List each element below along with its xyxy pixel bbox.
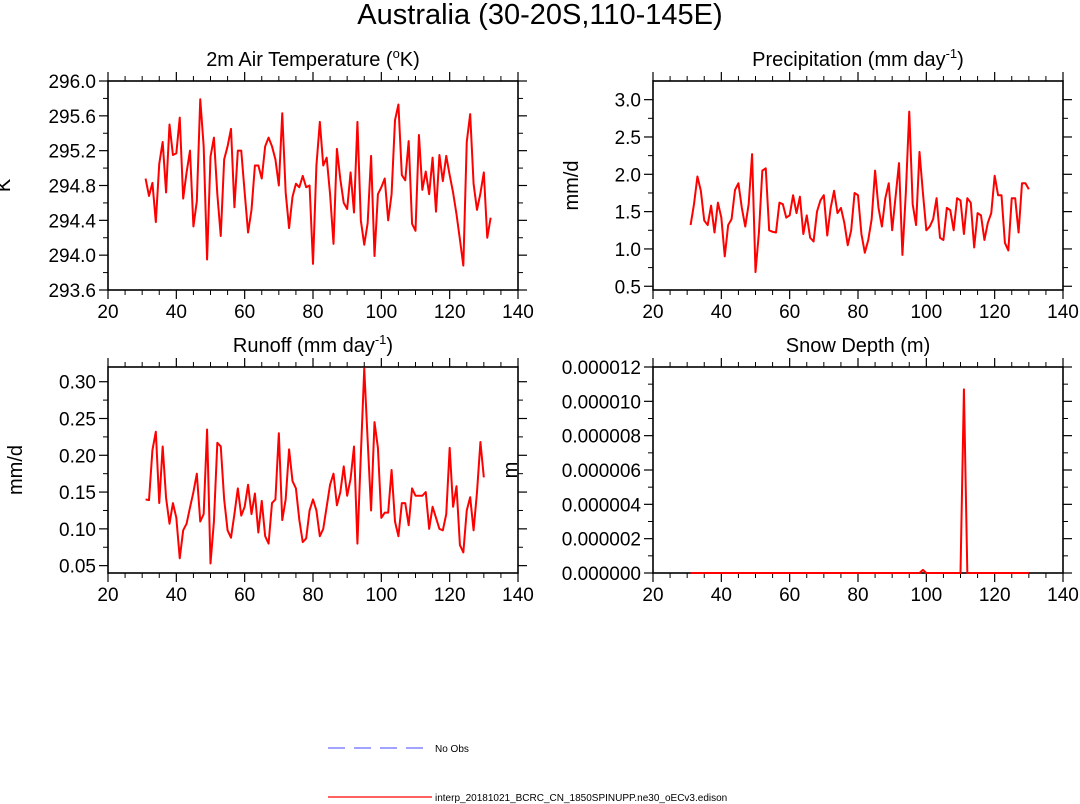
x-tick-label: 20 [642, 585, 663, 606]
y-tick-label: 0.000000 [562, 564, 641, 585]
y-tick-label: 1.0 [615, 240, 641, 261]
x-tick-label: 100 [910, 585, 942, 606]
x-tick-label: 20 [642, 302, 663, 323]
y-tick-label: 295.6 [48, 107, 96, 128]
y-tick-label: 0.000002 [562, 530, 641, 551]
plot-frame [652, 80, 1064, 291]
y-tick-label: 294.8 [48, 177, 96, 198]
y-tick-label: 294.4 [48, 211, 96, 232]
y-tick-label: 293.6 [48, 281, 96, 302]
x-tick-label: 120 [979, 302, 1011, 323]
chart-panel-pr: Precipitation (mm day-1) mm/d 20 40 60 80 100 1… [561, 46, 1079, 323]
figure-title: Australia (30-20S,110-145E) [357, 0, 722, 31]
y-tick-label: 0.5 [615, 277, 641, 298]
y-tick-label: 1.5 [615, 203, 641, 224]
x-tick-label: 40 [711, 302, 732, 323]
x-tick-label: 40 [711, 585, 732, 606]
panel-title: Runoff (mm day-1) [233, 332, 393, 357]
x-tick-label: 80 [302, 585, 323, 606]
x-tick-label: 140 [502, 585, 534, 606]
x-tick-label: 80 [847, 585, 868, 606]
y-tick-label: 0.20 [59, 446, 96, 467]
x-tick-label: 60 [234, 302, 255, 323]
panel-title: Snow Depth (m) [786, 335, 931, 357]
x-tick-label: 40 [166, 585, 187, 606]
x-tick-label: 20 [97, 585, 118, 606]
panel-title: 2m Air Temperature (oK) [206, 46, 420, 71]
x-tick-label: 140 [502, 302, 534, 323]
x-tick-label: 80 [847, 302, 868, 323]
series-line-model [145, 367, 485, 565]
y-tick-label: 0.10 [59, 520, 96, 541]
legend: No Obs interp_20181021_BCRC_CN_1850SPINU… [328, 744, 727, 804]
plot-frame [107, 366, 519, 574]
y-tick-label: 3.0 [615, 91, 641, 112]
y-tick-label: 0.000008 [562, 427, 641, 448]
y-tick-label: 295.2 [48, 142, 96, 163]
x-tick-label: 100 [365, 585, 397, 606]
y-tick-label: 296.0 [48, 72, 96, 93]
x-tick-label: 60 [779, 302, 800, 323]
x-tick-label: 140 [1047, 302, 1079, 323]
x-tick-label: 40 [166, 302, 187, 323]
chart-panel-mrro: Runoff (mm day-1) mm/d 20 40 60 80 100 120 140 0.… [5, 332, 534, 606]
series-line-model [689, 110, 1030, 274]
chart-panels: 2m Air Temperature (oK) K 20 40 60 80 100 120 14… [0, 46, 1079, 606]
y-tick-label: 0.05 [59, 557, 96, 578]
y-tick-label: 2.0 [615, 165, 641, 186]
x-tick-label: 80 [302, 302, 323, 323]
x-tick-label: 120 [434, 302, 466, 323]
x-tick-label: 100 [365, 302, 397, 323]
x-tick-label: 100 [910, 302, 942, 323]
x-tick-label: 60 [779, 585, 800, 606]
x-tick-label: 140 [1047, 585, 1079, 606]
plot-frame [652, 366, 1064, 574]
y-axis-label: K [0, 178, 15, 192]
series-line-model [144, 98, 492, 267]
y-tick-label: 0.000006 [562, 461, 641, 482]
y-tick-label: 0.25 [59, 410, 96, 431]
series-line-model [690, 388, 1029, 574]
y-tick-label: 0.000010 [562, 392, 641, 413]
y-axis-label: mm/d [5, 445, 27, 495]
y-tick-label: 0.15 [59, 483, 96, 504]
chart-panel-tas: 2m Air Temperature (oK) K 20 40 60 80 100 120 14… [0, 46, 534, 323]
y-axis-label: mm/d [561, 161, 583, 211]
y-axis-label: m [500, 462, 522, 479]
y-tick-label: 0.000012 [562, 358, 641, 379]
x-tick-label: 60 [234, 585, 255, 606]
y-tick-label: 2.5 [615, 128, 641, 149]
legend-obs-label: No Obs [435, 744, 469, 755]
x-tick-label: 20 [97, 302, 118, 323]
x-tick-label: 120 [979, 585, 1011, 606]
legend-model-label: interp_20181021_BCRC_CN_1850SPINUPP.ne30… [435, 793, 727, 804]
y-tick-label: 0.30 [59, 373, 96, 394]
chart-panel-snd: Snow Depth (m) m 20 40 60 80 100 120 140 0.000000… [500, 335, 1079, 606]
x-tick-label: 120 [434, 585, 466, 606]
y-tick-label: 294.0 [48, 246, 96, 267]
y-tick-label: 0.000004 [562, 495, 642, 516]
panel-title: Precipitation (mm day-1) [752, 46, 964, 71]
